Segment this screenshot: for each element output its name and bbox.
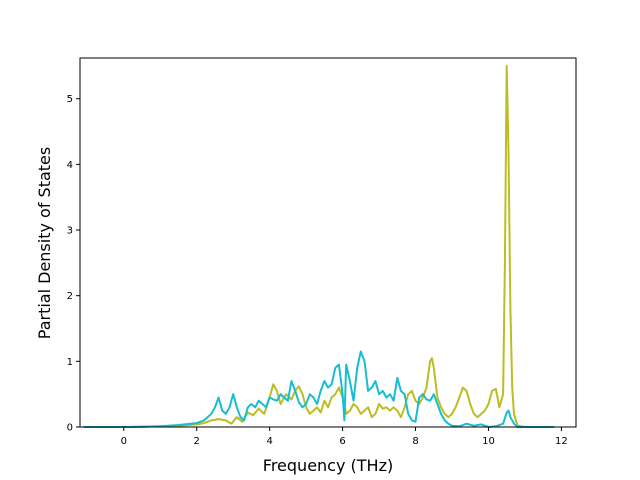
y-tick-label: 3 [67,226,73,237]
x-axis-label: Frequency (THz) [263,456,393,475]
y-axis-label: Partial Density of States [35,147,54,339]
x-tick-label: 6 [339,436,345,447]
x-tick-label: 2 [194,436,200,447]
x-tick-label: 10 [482,436,495,447]
series-line-2 [83,350,555,428]
series-line-1 [83,64,555,428]
x-tick-label: 4 [266,436,272,447]
y-tick-label: 1 [67,357,73,368]
y-tick-label: 5 [67,94,73,105]
y-axis: 0 1 2 3 4 5 [67,94,80,434]
plot-lines [83,64,555,428]
x-axis: 0 2 4 6 8 10 12 [121,427,568,447]
y-tick-label: 0 [67,423,73,434]
y-tick-label: 4 [67,160,73,171]
x-tick-label: 0 [121,436,127,447]
x-tick-label: 12 [555,436,568,447]
x-tick-label: 8 [412,436,418,447]
plot-frame [79,57,577,428]
y-tick-label: 2 [67,291,73,302]
